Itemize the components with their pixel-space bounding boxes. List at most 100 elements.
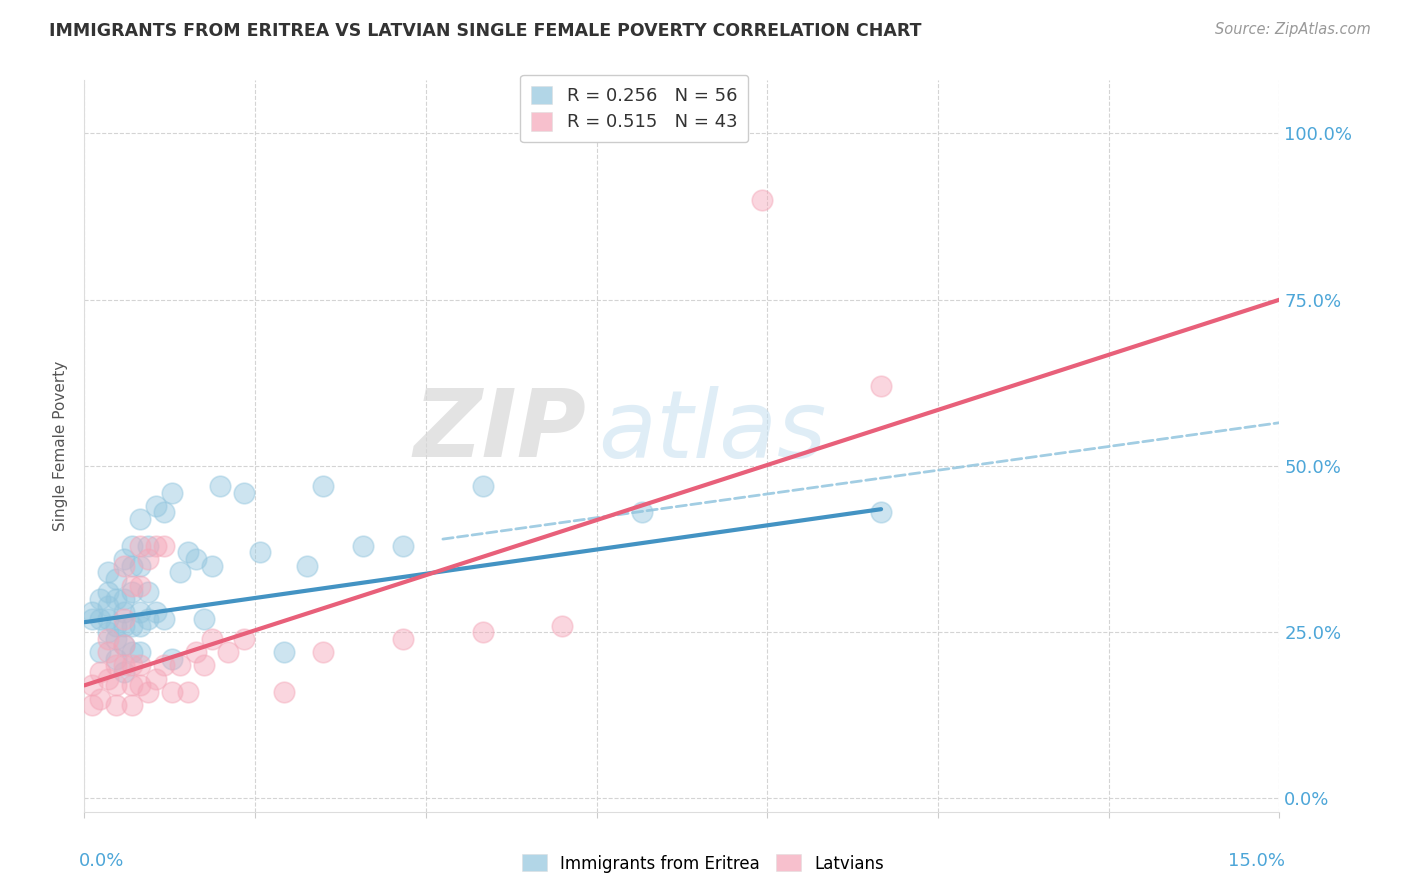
Y-axis label: Single Female Poverty: Single Female Poverty xyxy=(53,361,69,531)
Point xyxy=(312,645,335,659)
Point xyxy=(82,605,104,619)
Point xyxy=(112,605,135,619)
Point xyxy=(751,193,773,207)
Point xyxy=(112,658,135,673)
Point xyxy=(112,618,135,632)
Text: atlas: atlas xyxy=(599,386,827,477)
Point xyxy=(129,678,152,692)
Point xyxy=(870,379,893,393)
Point xyxy=(177,685,200,699)
Point xyxy=(121,618,143,632)
Point xyxy=(121,645,143,659)
Point xyxy=(121,558,143,573)
Legend: R = 0.256   N = 56, R = 0.515   N = 43: R = 0.256 N = 56, R = 0.515 N = 43 xyxy=(520,75,748,142)
Point xyxy=(105,652,128,666)
Point xyxy=(160,652,183,666)
Point xyxy=(129,618,152,632)
Point xyxy=(153,612,176,626)
Point xyxy=(145,672,167,686)
Point xyxy=(249,545,271,559)
Point xyxy=(121,539,143,553)
Point xyxy=(273,685,295,699)
Point xyxy=(471,479,494,493)
Point xyxy=(153,506,176,520)
Point xyxy=(177,545,200,559)
Point xyxy=(97,672,120,686)
Point xyxy=(112,612,135,626)
Point xyxy=(112,552,135,566)
Point xyxy=(145,605,167,619)
Point xyxy=(273,645,295,659)
Point xyxy=(184,645,207,659)
Point xyxy=(136,612,159,626)
Point xyxy=(97,625,120,640)
Point xyxy=(870,506,893,520)
Point xyxy=(112,591,135,606)
Point xyxy=(89,691,111,706)
Point xyxy=(97,599,120,613)
Point xyxy=(121,698,143,713)
Text: ZIP: ZIP xyxy=(413,385,586,477)
Point xyxy=(129,558,152,573)
Point xyxy=(105,632,128,646)
Point xyxy=(121,658,143,673)
Point xyxy=(82,612,104,626)
Point xyxy=(121,678,143,692)
Point xyxy=(97,566,120,580)
Point xyxy=(82,698,104,713)
Point xyxy=(169,566,191,580)
Point xyxy=(112,665,135,679)
Point xyxy=(112,558,135,573)
Point xyxy=(136,539,159,553)
Text: Source: ZipAtlas.com: Source: ZipAtlas.com xyxy=(1215,22,1371,37)
Point xyxy=(105,572,128,586)
Point xyxy=(105,591,128,606)
Point xyxy=(112,639,135,653)
Legend: Immigrants from Eritrea, Latvians: Immigrants from Eritrea, Latvians xyxy=(515,847,891,880)
Point xyxy=(160,485,183,500)
Point xyxy=(297,558,319,573)
Point xyxy=(129,539,152,553)
Point xyxy=(112,639,135,653)
Point xyxy=(153,539,176,553)
Point xyxy=(129,645,152,659)
Point xyxy=(89,591,111,606)
Point xyxy=(136,685,159,699)
Point xyxy=(105,658,128,673)
Point xyxy=(82,678,104,692)
Point xyxy=(232,632,254,646)
Point xyxy=(129,605,152,619)
Point xyxy=(129,579,152,593)
Point xyxy=(631,506,654,520)
Point xyxy=(121,579,143,593)
Point xyxy=(208,479,231,493)
Point xyxy=(136,585,159,599)
Point xyxy=(97,612,120,626)
Point xyxy=(145,539,167,553)
Point xyxy=(169,658,191,673)
Point xyxy=(89,645,111,659)
Point xyxy=(551,618,574,632)
Point xyxy=(160,685,183,699)
Point xyxy=(352,539,374,553)
Point xyxy=(201,558,224,573)
Point xyxy=(193,612,215,626)
Point xyxy=(105,618,128,632)
Point xyxy=(89,612,111,626)
Point xyxy=(201,632,224,646)
Point xyxy=(392,539,415,553)
Point xyxy=(97,645,120,659)
Text: 0.0%: 0.0% xyxy=(79,852,124,870)
Point xyxy=(153,658,176,673)
Point xyxy=(184,552,207,566)
Point xyxy=(97,585,120,599)
Point xyxy=(97,632,120,646)
Point xyxy=(121,585,143,599)
Text: 15.0%: 15.0% xyxy=(1229,852,1285,870)
Point xyxy=(136,552,159,566)
Point xyxy=(89,665,111,679)
Point xyxy=(105,678,128,692)
Point xyxy=(471,625,494,640)
Point xyxy=(145,499,167,513)
Point xyxy=(193,658,215,673)
